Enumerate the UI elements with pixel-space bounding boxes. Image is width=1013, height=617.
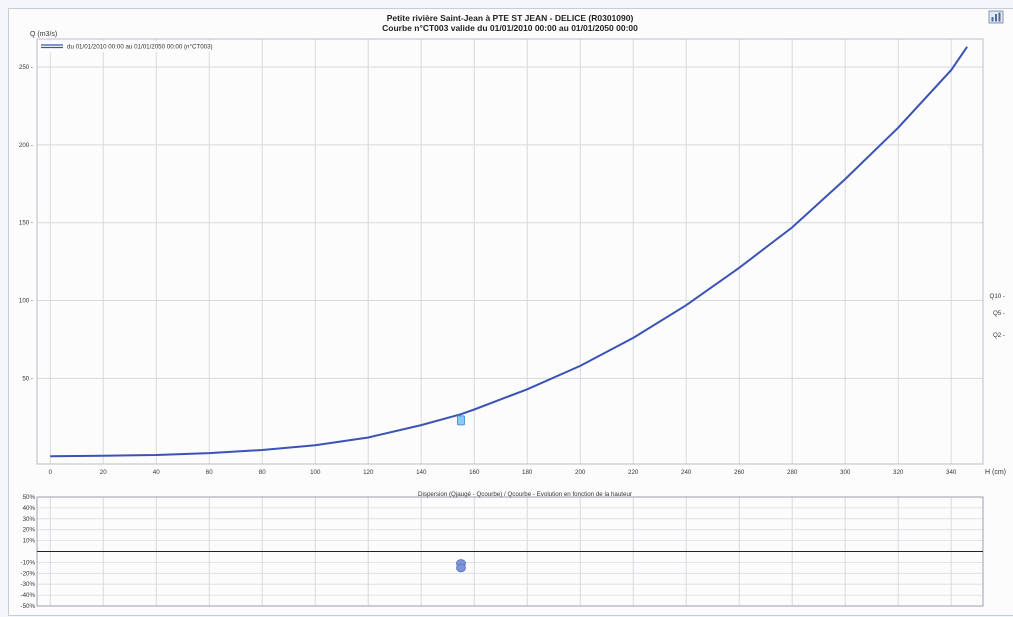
y-axis-label: Q (m3/s) <box>30 31 57 38</box>
gauging-point-0 <box>456 415 465 426</box>
disp-y-tick-label-20: 20% <box>23 527 36 534</box>
quantile-label-q10: Q10 - <box>990 293 1005 300</box>
x-tick-label-180: 180 <box>522 469 533 476</box>
quantile-labels: Q10 - Q5 - Q2 - <box>990 293 1005 339</box>
x-tick-label-60: 60 <box>206 469 213 476</box>
legend[interactable]: du 01/01/2010 00:00 au 01/01/2050 00:00 … <box>38 41 238 52</box>
disp-y-tick-label-10: 10% <box>23 538 36 545</box>
legend-entry-label: du 01/01/2010 00:00 au 01/01/2050 00:00 … <box>67 44 213 51</box>
x-tick-label-20: 20 <box>100 469 107 476</box>
x-tick-label-320: 320 <box>893 469 904 476</box>
x-tick-label-40: 40 <box>153 469 160 476</box>
x-tick-label-220: 220 <box>628 469 639 476</box>
x-tick-label-260: 260 <box>734 469 745 476</box>
x-tick-label-80: 80 <box>259 469 266 476</box>
main-grid <box>37 39 983 464</box>
disp-y-tick-label-40: 40% <box>23 505 36 512</box>
x-tick-label-140: 140 <box>416 469 427 476</box>
disp-y-tick-label--10: -10% <box>21 559 36 566</box>
x-tick-label-100: 100 <box>310 469 321 476</box>
disp-y-tick-label--20: -20% <box>21 570 36 577</box>
disp-y-tick-label--50: -50% <box>21 603 36 610</box>
dispersion-title: Dispersion (Qjaugé - Qcourbe) / Qcourbe … <box>418 491 632 498</box>
x-tick-label-300: 300 <box>840 469 851 476</box>
x-tick-label-0: 0 <box>49 469 53 476</box>
x-tick-label-240: 240 <box>681 469 692 476</box>
x-tick-label-280: 280 <box>787 469 798 476</box>
dispersion-points <box>456 559 466 573</box>
quantile-label-q5: Q5 - <box>993 310 1005 317</box>
rating-curve-line <box>50 46 968 458</box>
chart-title-line1: Petite rivière Saint-Jean à PTE ST JEAN … <box>387 13 634 23</box>
quantile-label-q2: Q2 - <box>993 332 1005 339</box>
x-tick-label-200: 200 <box>575 469 586 476</box>
y-tick-label-100: 100 - <box>19 298 33 305</box>
x-tick-label-160: 160 <box>469 469 480 476</box>
disp-y-tick-label-50: 50% <box>23 494 36 501</box>
y-tick-label-50: 50 - <box>22 375 33 382</box>
chart-title-line2: Courbe n°CT003 valide du 01/01/2010 00:0… <box>382 23 638 33</box>
x-tick-labels: 0 20 40 60 80 100 120 140 160 180 200 220 240 260 280 3… <box>49 469 957 476</box>
chart-settings-icon[interactable] <box>988 10 1004 24</box>
dispersion-y-tick-labels: 50% 40% 30% 20% 10% -10% -20% -30% -40% -50% <box>21 494 36 610</box>
y-tick-label-200: 200 - <box>19 142 33 149</box>
y-tick-label-150: 150 - <box>19 220 33 227</box>
main-plot-area <box>36 38 984 465</box>
x-tick-label-340: 340 <box>946 469 957 476</box>
dispersion-point-1 <box>456 563 466 573</box>
disp-y-tick-label--40: -40% <box>21 592 36 599</box>
disp-y-tick-label-30: 30% <box>23 516 36 523</box>
x-tick-label-120: 120 <box>363 469 374 476</box>
gauging-points <box>456 415 465 426</box>
disp-y-tick-label--30: -30% <box>21 581 36 588</box>
legend-box <box>38 41 238 52</box>
y-tick-label-250: 250 - <box>19 64 33 71</box>
y-tick-labels: 50 - 100 - 150 - 200 - 250 - <box>19 64 33 382</box>
x-axis-label: H (cm) <box>985 469 1006 476</box>
